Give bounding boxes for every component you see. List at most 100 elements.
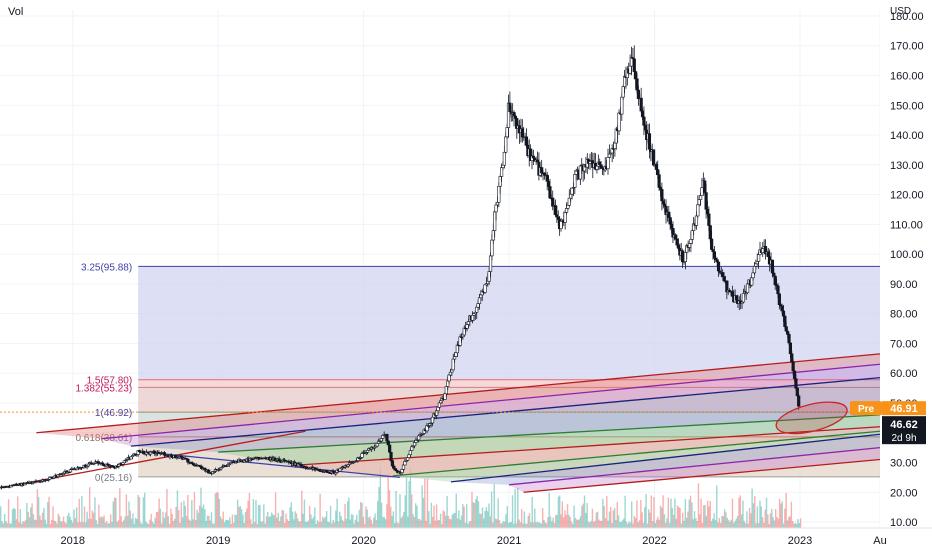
x-axis[interactable]: 2018 2019 2020 2021 2022 2023 Au [0,527,932,550]
y-tick-label: 120.00 [890,190,924,202]
volume-bar [437,520,439,528]
volume-bar [149,519,151,528]
candle-body [761,248,765,253]
volume-bar [514,488,516,528]
volume-bar [637,522,639,528]
volume-bar [236,499,239,528]
x-tick-label: 2019 [206,535,230,547]
volume-bar [374,513,376,528]
candle-body [375,443,379,447]
volume-bar [229,517,231,528]
volume-bar [151,521,154,528]
volume-bar [445,515,447,528]
pitchfork-line[interactable] [145,451,401,479]
volume-bar [494,518,497,528]
volume-bar [294,511,296,528]
candle-body [660,189,664,202]
volume-bar [451,514,454,528]
volume-bar [214,493,217,528]
candle-body [493,211,497,231]
volume-bar [164,512,167,528]
volume-bar [568,514,570,528]
volume-bar [293,519,295,528]
volume-bar [723,509,726,528]
volume-bar [83,506,86,528]
volume-bar [629,522,632,528]
volume-bar [752,503,755,528]
volume-bar [417,519,419,528]
volume-bar [683,520,685,528]
volume-bar [712,518,714,528]
volume-bar [429,523,431,528]
highlight-ellipse[interactable] [773,396,850,440]
volume-bar [781,501,783,528]
volume-bar [13,507,15,528]
volume-bar [125,494,128,528]
volume-bar [625,521,628,528]
pitchfork-lines[interactable] [0,353,881,493]
candle-body [563,212,567,223]
candle-body [524,136,529,146]
volume-bar [657,516,659,528]
candle-body [417,435,421,441]
volume-bar [9,523,11,528]
volume-bar [611,523,613,528]
volume-bar [591,508,594,528]
volume-bar [765,497,768,528]
volume-bar [645,494,647,528]
volume-indicator-label[interactable]: Vol [8,6,24,18]
volume-bar [648,509,650,528]
volume-bar [539,523,541,528]
volume-bar [103,515,105,528]
volume-bar [776,517,778,528]
candle-body [446,380,450,387]
volume-bar [450,519,452,528]
y-axis[interactable]: USD10.0020.0030.0040.0050.0060.0070.0080… [880,0,932,550]
candle-body [436,406,440,412]
volume-bar [425,520,427,528]
volume-bar [219,516,222,528]
volume-bar [7,499,10,528]
annotations[interactable] [0,396,880,440]
candle-body [698,195,703,200]
candle-body [697,199,701,206]
candle-body [498,176,502,187]
volume-bar [213,523,215,528]
volume-bar [18,522,20,528]
volume-bar [649,512,651,528]
volume-bar [577,520,579,528]
volume-bar [288,521,290,528]
pitchfork-line[interactable] [36,353,881,434]
volume-bar [502,521,505,528]
candle-body [497,185,501,203]
candle-body [390,460,395,467]
volume-bar [32,514,35,528]
pitchfork-line[interactable] [290,426,881,467]
pitchfork-line[interactable] [392,430,881,477]
volume-bar [261,521,264,528]
volume-bar [49,523,52,528]
volume-bar [720,523,722,528]
volume-bar [133,523,135,528]
volume-bar [217,492,219,528]
candle-body [703,180,707,193]
pitchfork-line[interactable] [101,363,881,440]
volume-bar [15,519,18,528]
volume-bar [492,522,494,528]
volume-bars [0,467,802,528]
y-tick-label: 100.00 [890,249,924,261]
volume-bar [498,520,501,528]
volume-bar [360,501,362,528]
candle-body [447,374,451,382]
pitchfork-line[interactable] [523,458,881,493]
volume-bar [518,519,520,528]
volume-bar [41,512,44,528]
pitchfork-line[interactable] [218,414,881,453]
price-badges: Pre 46.91 46.62 2d 9h [850,401,926,445]
pitchfork-line[interactable] [450,433,881,483]
volume-bar [72,522,74,528]
pitchfork-line[interactable] [509,446,881,486]
candle-body [487,271,491,282]
